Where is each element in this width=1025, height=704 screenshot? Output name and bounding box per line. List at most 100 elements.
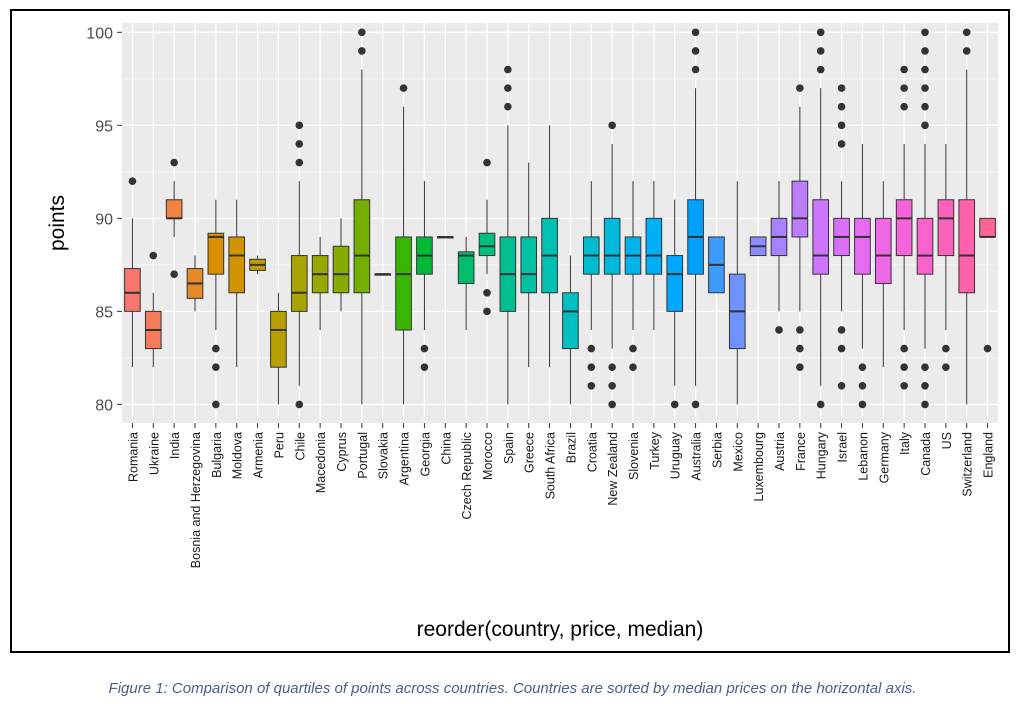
box-argentina [395,236,412,331]
outlier-point [504,65,512,74]
boxplot-chart: 80 85 90 95 100 Romania Ukraine India Bosnia and… [46,23,998,641]
outlier-point [483,158,491,167]
x-tick-label: Brazil [564,432,578,463]
y-tick-label: 80 [95,397,113,414]
outlier-point [608,121,616,130]
y-tick-label: 100 [86,25,113,42]
outlier-point [796,344,804,353]
x-tick-label: Chile [293,432,307,461]
figure-frame: 80 85 90 95 100 Romania Ukraine India Bosnia and… [10,9,1010,653]
outlier-point [587,363,596,371]
outlier-point [796,326,804,334]
outlier-point [587,344,596,353]
box-italy [895,199,913,257]
x-tick-label: Luxembourg [752,432,766,502]
outlier-point [837,326,846,334]
outlier-point [629,344,637,353]
x-tick-label: Moldova [231,432,245,479]
outlier-point [608,400,616,409]
box-brazil [562,292,579,350]
outlier-point [900,381,908,390]
x-tick-label: Bulgaria [210,432,224,478]
outlier-point [358,47,366,55]
outlier-point [921,121,929,130]
x-tick-label: Slovakia [377,432,391,479]
x-tick-label: Turkey [648,431,662,469]
outlier-point [483,307,491,316]
box-czech-republic [457,251,475,284]
outlier-point [900,344,908,353]
outlier-point [212,363,220,371]
outlier-point [858,400,867,409]
outlier-point [691,28,700,37]
outlier-point [921,363,929,371]
x-tick-label: Greece [523,432,537,473]
outlier-point [921,47,929,55]
outlier-point [295,400,304,409]
outlier-point [483,288,491,297]
outlier-point [816,47,825,55]
x-tick-label: Slovenia [627,432,641,480]
outlier-point [837,121,846,130]
outlier-point [358,28,366,37]
outlier-point [921,102,929,111]
outlier-point [775,326,783,334]
x-tick-label: England [982,432,996,478]
outlier-point [816,28,825,37]
figure-caption: Figure 1: Comparison of quartiles of poi… [108,680,917,697]
x-tick-label: Austria [773,432,787,471]
x-tick-label: Ukraine [147,432,161,475]
x-tick-label: Morocco [481,432,495,480]
outlier-point [837,140,846,148]
x-tick-label: Macedonia [314,432,328,493]
outlier-point [942,344,950,353]
outlier-point [399,84,408,92]
x-tick-label: Israel [836,432,850,463]
outlier-point [921,65,929,74]
outlier-point [504,102,512,111]
box-morocco [478,232,496,257]
x-tick-label: Germany [877,431,891,483]
outlier-point [295,140,304,148]
box-hungary [812,199,830,275]
outlier-point [816,65,825,74]
x-tick-label: US [940,432,954,449]
box-greece [520,236,538,294]
x-tick-label: France [794,432,808,471]
outlier-point [670,400,679,409]
x-tick-label: Cyprus [335,432,349,472]
x-tick-label: Canada [919,432,933,476]
x-tick-label: Peru [272,432,286,458]
box-portugal [353,199,371,294]
outlier-point [900,84,908,92]
outlier-point [587,381,596,390]
outlier-point [608,363,616,371]
y-tick-label: 85 [95,304,113,321]
outlier-point [962,28,971,37]
box-england [979,217,996,238]
outlier-point [858,381,867,390]
outlier-point [212,344,220,353]
box-turkey [645,217,663,275]
outlier-point [900,65,908,74]
outlier-point [608,381,616,390]
x-tick-label: Portugal [356,432,370,479]
box-cyprus [332,245,350,294]
x-tick-label: Argentina [398,432,412,486]
box-france [791,180,809,238]
x-tick-label: Armenia [252,432,266,479]
outlier-point [837,344,846,353]
outlier-point [295,158,304,167]
box-uruguay [666,255,684,312]
outlier-point [900,102,908,111]
outlier-point [796,84,804,92]
y-axis-title: points [46,195,69,251]
x-tick-label: Romania [126,432,140,482]
box-india [165,199,183,219]
box-canada [916,217,934,275]
outlier-point [921,84,929,92]
box-moldova [228,236,246,294]
outlier-point [900,363,908,371]
x-tick-label: Australia [690,432,704,481]
outlier-point [691,400,700,409]
